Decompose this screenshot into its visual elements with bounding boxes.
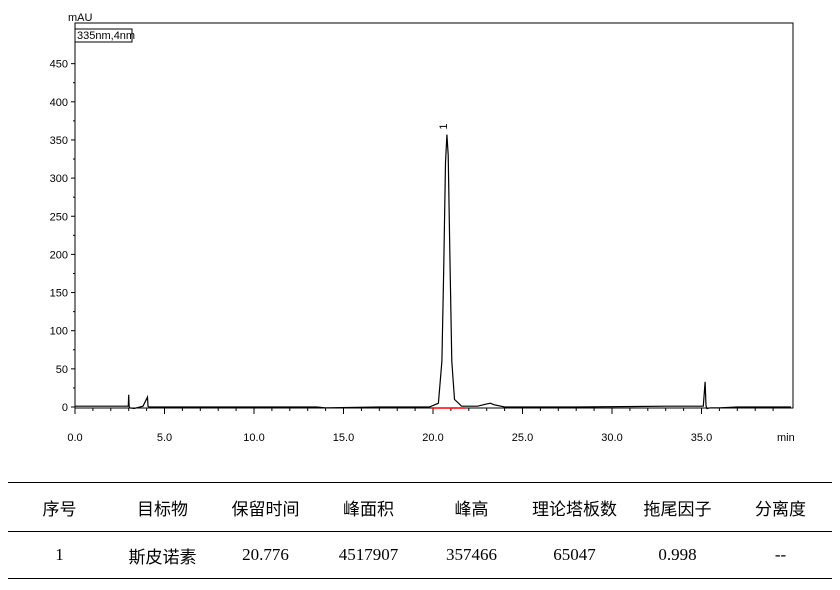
- x-tick-label: 15.0: [333, 432, 354, 444]
- y-tick-label: 300: [50, 173, 68, 185]
- results-table: 序号 目标物 保留时间 峰面积 峰高 理论塔板数 拖尾因子 分离度 1 斯皮诺素…: [8, 482, 832, 579]
- header-theoretical-plates: 理论塔板数: [523, 482, 626, 532]
- cell-compound: 斯皮诺素: [111, 531, 214, 579]
- y-tick-label: 100: [50, 326, 68, 338]
- plot-frame: [74, 22, 794, 409]
- cell-tailing-factor: 0.998: [626, 531, 729, 579]
- cell-peak-height: 357466: [420, 531, 523, 579]
- header-no: 序号: [8, 482, 111, 532]
- x-tick-label: 0.0: [67, 432, 82, 444]
- x-tick-label: 5.0: [157, 432, 172, 444]
- chromatogram-trace: [75, 134, 791, 410]
- y-tick-label: 400: [50, 97, 68, 109]
- x-tick-label: 20.0: [422, 432, 443, 444]
- y-axis-label: mAU: [68, 12, 93, 24]
- chromatogram-chart: 0 50 100 150 200 250 300 350 400 450 0.0 5.0 10.0 15…: [50, 12, 795, 444]
- y-tick-label: 250: [50, 211, 68, 223]
- header-peak-height: 峰高: [420, 482, 523, 532]
- x-tick-label: 30.0: [601, 432, 622, 444]
- y-tick-label: 0: [62, 402, 68, 414]
- x-axis: 0.0 5.0 10.0 15.0 20.0 25.0 30.0 35.0: [67, 408, 774, 444]
- x-axis-label: min: [777, 432, 795, 444]
- series-label: 335nm,4nm: [77, 30, 135, 42]
- y-tick-label: 200: [50, 249, 68, 261]
- y-axis: 0 50 100 150 200 250 300 350 400 450: [50, 59, 75, 414]
- y-tick-label: 350: [50, 135, 68, 147]
- cell-peak-area: 4517907: [317, 531, 420, 579]
- y-tick-label: 50: [56, 364, 68, 376]
- table-header-row: 序号 目标物 保留时间 峰面积 峰高 理论塔板数 拖尾因子 分离度: [8, 482, 832, 532]
- header-compound: 目标物: [111, 482, 214, 532]
- x-tick-label: 35.0: [691, 432, 712, 444]
- header-resolution: 分离度: [729, 482, 832, 532]
- cell-retention-time: 20.776: [214, 531, 317, 579]
- x-tick-label: 25.0: [512, 432, 533, 444]
- cell-resolution: --: [729, 531, 832, 579]
- header-peak-area: 峰面积: [317, 482, 420, 532]
- header-retention-time: 保留时间: [214, 482, 317, 532]
- cell-no: 1: [8, 531, 111, 579]
- peak-label: 1: [438, 124, 450, 130]
- y-tick-label: 150: [50, 288, 68, 300]
- series-label-box: [74, 28, 133, 43]
- header-tailing-factor: 拖尾因子: [626, 482, 729, 532]
- cell-theoretical-plates: 65047: [523, 531, 626, 579]
- y-tick-label: 450: [50, 59, 68, 71]
- table-row: 1 斯皮诺素 20.776 4517907 357466 65047 0.998…: [8, 531, 832, 579]
- x-tick-label: 10.0: [243, 432, 264, 444]
